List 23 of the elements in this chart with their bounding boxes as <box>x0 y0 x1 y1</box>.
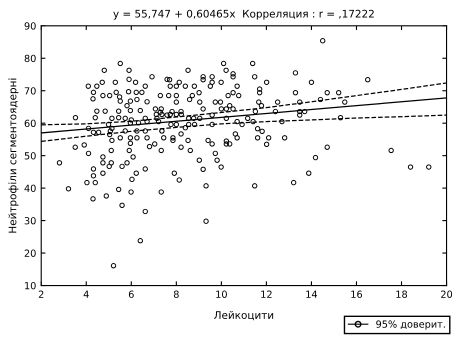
x-tick-label: 10 <box>216 290 227 298</box>
x-tick-label: 8 <box>174 290 179 298</box>
y-tick-label: 10 <box>25 282 36 290</box>
y-tick-label: 80 <box>24 54 36 62</box>
x-tick-label: 14 <box>306 290 318 298</box>
y-tick-label: 40 <box>24 184 36 192</box>
x-tick-label: 2 <box>38 290 44 298</box>
x-tick-label: 4 <box>84 290 89 298</box>
legend-label: 95% доверит. <box>376 320 445 330</box>
x-tick-label: 18 <box>396 290 408 298</box>
x-tick-label: 16 <box>351 290 362 298</box>
y-tick-label: 50 <box>24 152 36 160</box>
y-tick-label: 20 <box>24 250 36 257</box>
x-axis-title: Лейкоцити <box>214 310 274 320</box>
y-axis-title: Нейтрофіли сегментоядерні <box>8 78 18 233</box>
y-tick-label: 90 <box>24 22 36 30</box>
x-tick-label: 6 <box>128 290 134 298</box>
y-tick-label: 30 <box>24 217 36 224</box>
y-tick-label: 70 <box>24 87 36 95</box>
y-tick-label: 60 <box>24 120 36 128</box>
x-tick-label: 20 <box>441 290 452 298</box>
chart-title: y = 55,747 + 0,60465x Корреляция : r = ,17222 <box>113 10 374 20</box>
x-tick-label: 12 <box>261 290 272 298</box>
